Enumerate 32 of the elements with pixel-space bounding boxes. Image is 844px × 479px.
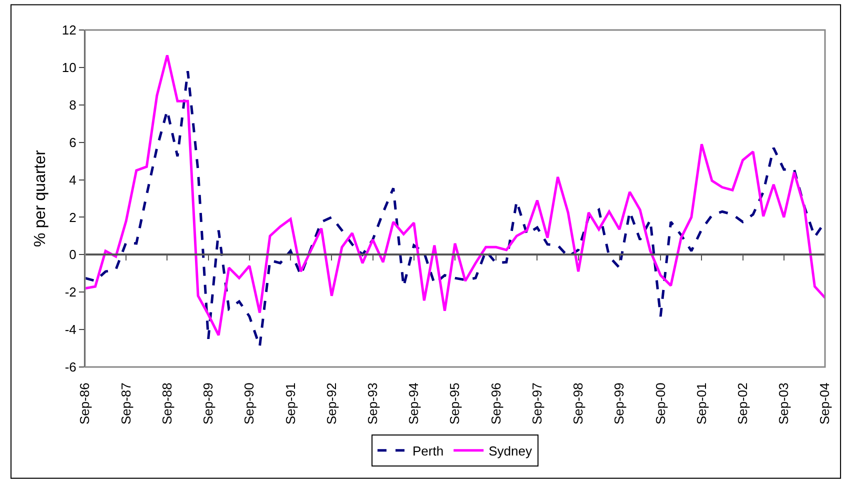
x-tick-label: Sep-95 xyxy=(447,382,462,425)
y-tick-label: 4 xyxy=(69,172,76,188)
y-tick-label: 6 xyxy=(69,134,76,150)
y-tick-label: -2 xyxy=(64,284,76,300)
y-tick-label: -6 xyxy=(64,360,76,375)
x-tick-label: Sep-00 xyxy=(652,382,668,425)
x-tick-label: Sep-86 xyxy=(77,382,92,425)
y-tick-label: 8 xyxy=(69,97,76,112)
y-tick-label: 2 xyxy=(69,210,76,225)
x-tick-label: Sep-99 xyxy=(612,382,627,425)
x-tick-label: Sep-92 xyxy=(324,382,339,425)
x-tick-label: Sep-97 xyxy=(529,382,544,425)
x-tick-label: Sep-91 xyxy=(282,382,298,425)
x-tick-label: Sep-98 xyxy=(570,382,586,425)
x-tick-label: Sep-03 xyxy=(776,382,792,425)
x-tick-label: Sep-90 xyxy=(242,382,257,425)
legend-label: Sydney xyxy=(488,443,532,458)
x-tick-label: Sep-89 xyxy=(200,382,216,425)
x-tick-label: Sep-94 xyxy=(406,382,422,425)
x-tick-label: Sep-02 xyxy=(735,382,750,425)
y-tick-label: 10 xyxy=(62,60,76,75)
y-tick-label: 0 xyxy=(69,247,76,262)
x-tick-label: Sep-88 xyxy=(159,382,174,425)
x-tick-label: Sep-93 xyxy=(365,382,380,425)
x-tick-label: Sep-96 xyxy=(488,382,504,425)
y-axis-title: % per quarter xyxy=(32,149,49,247)
x-tick-label: Sep-04 xyxy=(817,382,832,425)
y-tick-label: -4 xyxy=(64,322,76,338)
y-tick-label: 12 xyxy=(62,22,76,38)
x-tick-label: Sep-01 xyxy=(694,382,709,425)
x-tick-label: Sep-87 xyxy=(118,382,134,425)
legend-label: Perth xyxy=(412,443,444,458)
